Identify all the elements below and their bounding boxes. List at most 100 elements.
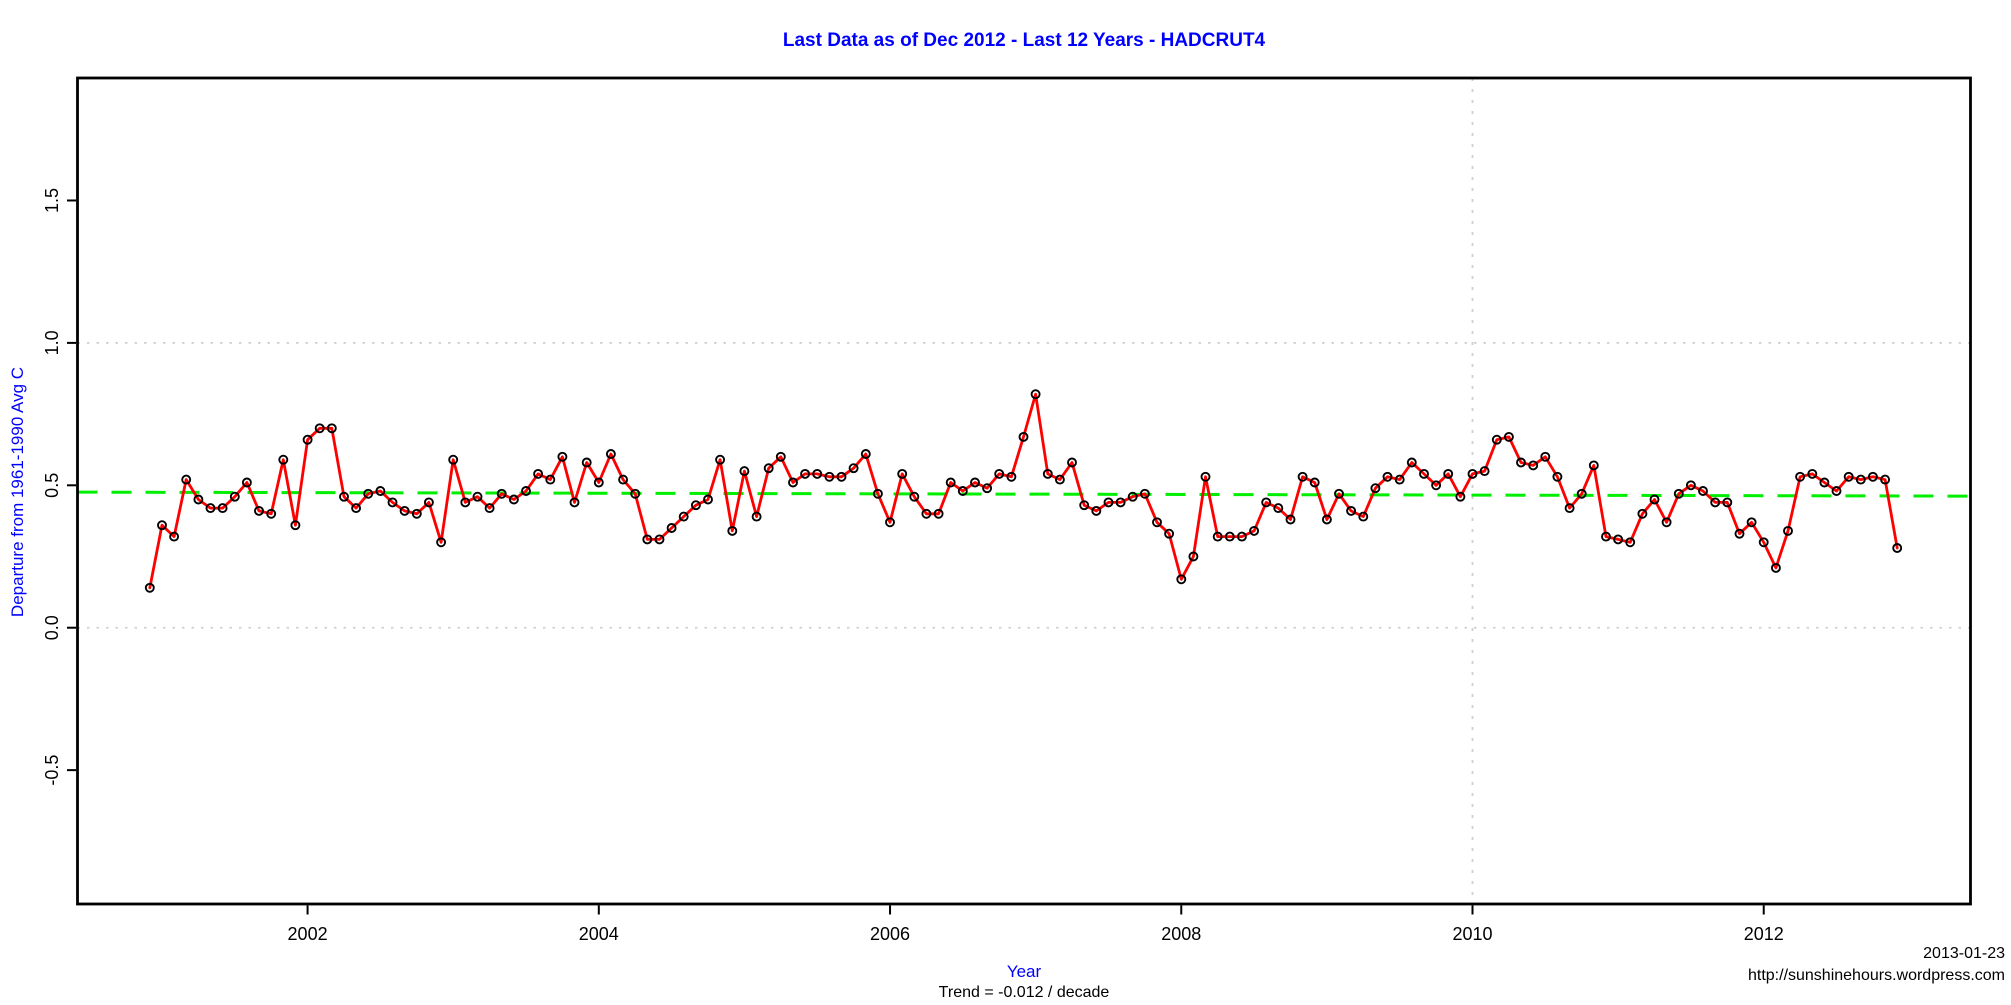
chart-title: Last Data as of Dec 2012 - Last 12 Years…	[782, 30, 1266, 51]
data-point-marker	[897, 468, 908, 479]
data-point-marker	[508, 494, 519, 505]
data-point-marker	[1176, 574, 1187, 585]
data-point-marker	[205, 503, 216, 514]
data-point-marker	[1273, 503, 1284, 514]
data-point-marker	[593, 477, 604, 488]
data-point-marker	[1152, 517, 1162, 528]
data-point-marker	[1637, 508, 1648, 519]
data-point-marker	[1139, 488, 1150, 499]
data-point-marker	[1479, 466, 1490, 477]
data-point-marker	[727, 525, 738, 536]
data-point-marker	[363, 488, 374, 499]
data-point-marker	[472, 491, 483, 502]
data-point-marker	[1758, 537, 1769, 548]
data-point-marker	[557, 451, 568, 462]
data-point-marker	[399, 505, 410, 516]
data-point-marker	[1236, 531, 1247, 542]
x-tick-label: 2002	[288, 924, 328, 944]
data-point-marker	[1382, 471, 1393, 482]
data-point-marker	[1042, 468, 1053, 479]
data-point-marker	[1054, 474, 1065, 485]
data-point-marker	[1746, 517, 1757, 528]
data-point-marker	[1783, 525, 1793, 536]
data-point-marker	[618, 474, 629, 485]
data-point-marker	[1819, 477, 1830, 488]
data-point-marker	[1443, 468, 1454, 479]
data-point-marker	[763, 463, 774, 474]
source-url: http://sunshinehours.wordpress.com	[1747, 967, 2005, 984]
data-point-marker	[1127, 491, 1138, 502]
data-point-marker	[1613, 534, 1624, 545]
data-point-marker	[1855, 474, 1866, 485]
data-point-marker	[1710, 497, 1721, 508]
trend-annotation: Trend = -0.012 / decade	[938, 984, 1110, 1001]
data-point-marker	[217, 503, 228, 514]
x-tick-label: 2008	[1161, 924, 1201, 944]
data-point-marker	[448, 454, 459, 465]
data-point-marker	[836, 471, 847, 482]
data-point-marker	[484, 503, 495, 514]
data-point-marker	[521, 486, 531, 496]
data-point-marker	[266, 508, 277, 519]
data-point-marker	[1285, 514, 1296, 525]
data-point-marker	[1200, 471, 1211, 482]
data-point-marker	[1770, 562, 1781, 573]
data-point-marker	[496, 488, 507, 499]
data-point-marker	[1030, 389, 1041, 400]
data-point-marker	[411, 508, 422, 519]
x-tick-label: 2004	[579, 924, 619, 944]
date-stamp: 2013-01-23	[1923, 945, 2005, 962]
data-point-marker	[1370, 483, 1381, 494]
data-point-marker	[569, 497, 580, 508]
data-point-marker	[848, 463, 859, 474]
x-axis-title: Year	[1006, 962, 1042, 981]
data-point-marker	[775, 451, 786, 462]
data-point-marker	[824, 471, 835, 482]
data-point-marker	[1249, 525, 1260, 536]
data-point-marker	[654, 534, 665, 545]
data-point-marker	[678, 511, 689, 522]
data-point-marker	[1261, 497, 1272, 508]
data-point-marker	[860, 449, 871, 459]
data-point-marker	[1722, 497, 1733, 508]
data-point-marker	[994, 468, 1005, 479]
data-point-marker	[1079, 500, 1090, 511]
data-point-marker	[144, 582, 155, 593]
data-point-marker	[1164, 528, 1175, 539]
data-point-marker	[872, 488, 883, 499]
data-point-marker	[1309, 477, 1320, 488]
data-point-marker	[739, 466, 750, 477]
data-point-marker	[788, 477, 798, 488]
data-point-marker	[1661, 517, 1672, 528]
data-point-marker	[1431, 480, 1442, 491]
data-point-marker	[1564, 503, 1575, 514]
data-point-marker	[302, 434, 313, 445]
data-point-marker	[885, 517, 895, 528]
data-point-marker	[970, 477, 980, 488]
data-point-marker	[945, 477, 956, 488]
data-point-marker	[1892, 543, 1903, 553]
data-point-marker	[339, 491, 349, 502]
data-point-marker	[1455, 491, 1466, 502]
data-point-marker	[1358, 511, 1369, 522]
data-point-marker	[1224, 531, 1235, 542]
data-point-marker	[1103, 497, 1114, 508]
data-point-marker	[1734, 528, 1745, 539]
data-point-marker	[290, 520, 301, 531]
data-point-marker	[1346, 505, 1357, 516]
data-point-marker	[1297, 471, 1308, 482]
data-point-marker	[1528, 460, 1539, 471]
data-point-marker	[1115, 497, 1126, 508]
data-point-marker	[800, 468, 811, 479]
data-point-marker	[921, 508, 932, 519]
data-point-marker	[181, 474, 192, 485]
data-point-marker	[375, 486, 386, 496]
series-line	[148, 392, 1899, 590]
data-point-marker	[387, 497, 398, 508]
data-point-marker	[1516, 457, 1526, 468]
data-point-marker	[1067, 457, 1077, 468]
trend-line	[77, 490, 1971, 498]
data-point-marker	[326, 423, 337, 434]
data-point-marker	[1018, 431, 1029, 442]
